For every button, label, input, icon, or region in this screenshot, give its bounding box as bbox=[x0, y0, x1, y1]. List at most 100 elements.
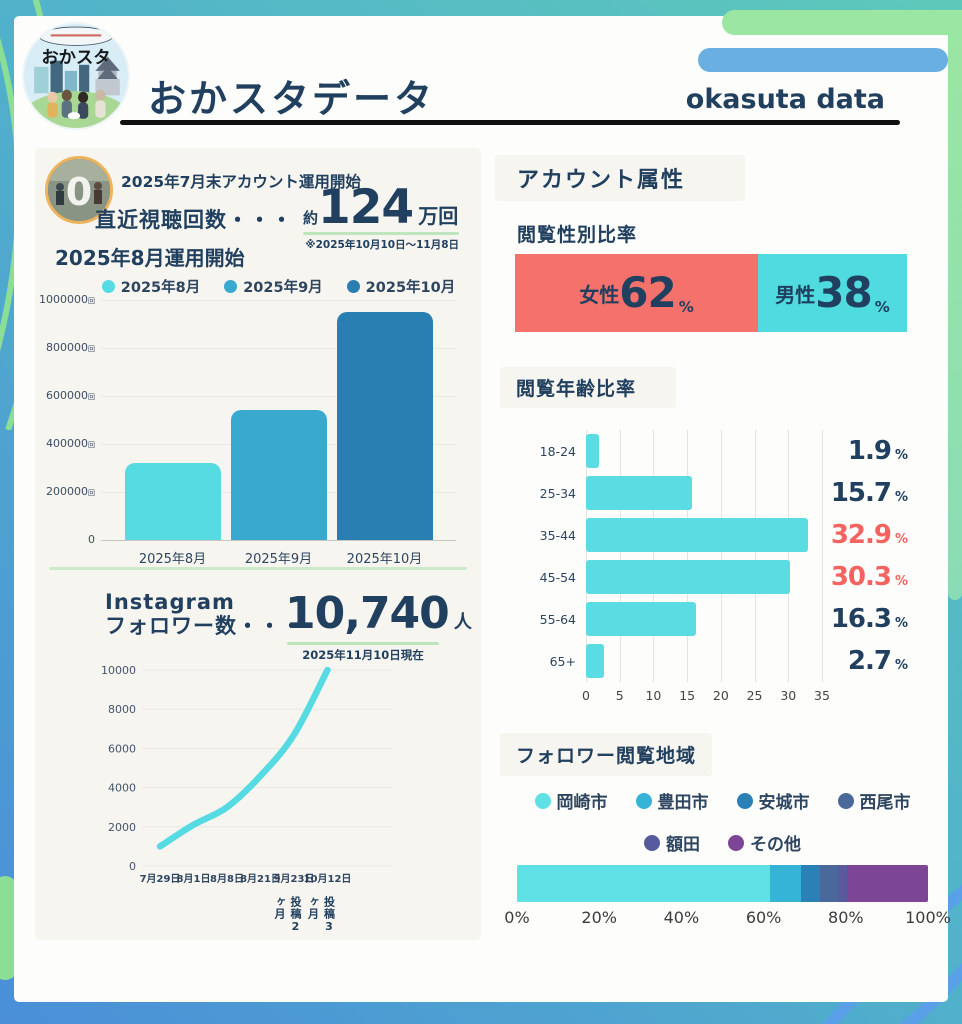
age-gridline bbox=[586, 430, 587, 682]
followers-underline bbox=[287, 642, 439, 645]
age-category-label: 18-24 bbox=[539, 443, 576, 459]
region-legend-row-1: 額田 その他 bbox=[517, 830, 928, 855]
age-pct-value: 32.9 bbox=[830, 520, 892, 550]
views-ytick-suffix: 回 bbox=[88, 489, 95, 497]
region-legend-item: 額田 bbox=[644, 830, 700, 855]
legend-label: 2025年9月 bbox=[243, 280, 323, 296]
followers-ytick: 4000 bbox=[108, 782, 136, 795]
title-underline bbox=[120, 120, 900, 125]
views-x-axis: 2025年8月 2025年9月 2025年10月 bbox=[101, 548, 456, 567]
left-panel: 0 2025年7月末アカウント運用開始 直近視聴回数・・・ 約124 万回 ※2… bbox=[35, 148, 481, 940]
views-ytick-suffix: 回 bbox=[88, 345, 95, 353]
gender-segment-unit: % bbox=[678, 298, 694, 316]
views-label: 直近視聴回数・・・ bbox=[95, 208, 293, 232]
region-segment-1 bbox=[769, 865, 801, 902]
age-pct-value: 16.3 bbox=[830, 604, 892, 634]
age-bar-0 bbox=[586, 434, 599, 468]
views-xlabel-1: 2025年9月 bbox=[244, 552, 313, 567]
legend-label: 豊田市 bbox=[657, 793, 709, 813]
age-xtick: 5 bbox=[615, 688, 624, 703]
region-legend: 岡崎市 豊田市 安城市 西尾市 額田 その他 bbox=[517, 788, 928, 855]
legend-dot bbox=[837, 792, 854, 809]
followers-xtick: 9月23日 bbox=[274, 873, 315, 885]
followers-value: 10,740 bbox=[285, 588, 450, 639]
age-pct-2: 32.9% bbox=[822, 520, 910, 550]
followers-ytick: 6000 bbox=[108, 742, 136, 755]
views-bar-1 bbox=[230, 410, 327, 540]
legend-dot bbox=[736, 792, 753, 809]
region-xtick: 20% bbox=[581, 908, 617, 927]
follower-annotation-0: 投稿2ヶ月 bbox=[273, 896, 302, 934]
views-ytick: 800000回 bbox=[35, 341, 95, 354]
age-gridline bbox=[619, 430, 621, 682]
age-pct-value: 30.3 bbox=[830, 562, 892, 592]
views-ytick-suffix: 回 bbox=[88, 441, 95, 449]
age-pct-unit: % bbox=[894, 616, 908, 631]
views-ytick: 1000000回 bbox=[35, 293, 95, 306]
views-gridline bbox=[101, 300, 456, 301]
svg-text:0: 0 bbox=[66, 170, 92, 214]
logo-illustration: おかスタ bbox=[22, 22, 130, 130]
age-category-label: 35-44 bbox=[539, 527, 576, 543]
views-xlabel-0: 2025年8月 bbox=[138, 552, 207, 567]
page-subtitle-en: okasuta data bbox=[685, 84, 885, 115]
age-bar-wrap bbox=[586, 518, 822, 552]
followers-note: 2025年11月10日現在 bbox=[302, 648, 424, 662]
region-legend-row-0: 岡崎市 豊田市 安城市 西尾市 bbox=[517, 788, 928, 813]
legend-dot bbox=[534, 792, 551, 809]
instagram-label-line2: フォロワー数・・・ bbox=[105, 614, 303, 639]
account-attributes-title: アカウント属性 bbox=[495, 155, 745, 201]
age-category-label: 65+ bbox=[549, 653, 576, 669]
legend-label: 2025年10月 bbox=[365, 280, 456, 296]
main-card: おかスタ おかスタデータ okasuta data 0 2025年7月末アカウン… bbox=[14, 16, 951, 1002]
accent-strip-green bbox=[948, 10, 962, 600]
views-ytick-value: 800000 bbox=[46, 341, 88, 354]
region-chart: 岡崎市 豊田市 安城市 西尾市 額田 その他 0% 20% 40% 60% 80% 100% bbox=[504, 788, 951, 927]
age-xtick: 15 bbox=[679, 688, 696, 703]
age-pct-unit: % bbox=[894, 658, 908, 673]
region-legend-item: 安城市 bbox=[736, 788, 810, 813]
age-rows: 18-24 1.9% 25-34 15.7% 35-44 32.9% 45-54 30.3% 5… bbox=[500, 430, 910, 682]
region-legend-item: 西尾市 bbox=[837, 788, 911, 813]
gender-segment-1: 男性 38% bbox=[758, 254, 907, 332]
views-ytick-value: 200000 bbox=[46, 485, 88, 498]
logo-text: おかスタ bbox=[41, 48, 110, 68]
views-bars bbox=[101, 312, 456, 540]
account-start-text: 2025年7月末アカウント運用開始 bbox=[121, 173, 361, 191]
views-ytick-value: 0 bbox=[88, 533, 95, 546]
region-segment-0 bbox=[517, 865, 770, 902]
age-gridline bbox=[754, 430, 756, 682]
views-chart: 2025年8月 2025年9月 2025年10月 0 200000回 400000回 60… bbox=[35, 292, 481, 567]
age-bar-wrap bbox=[586, 602, 822, 636]
views-ytick-suffix: 回 bbox=[88, 393, 95, 401]
age-bar-1 bbox=[586, 476, 692, 510]
followers-ytick: 10000 bbox=[101, 664, 136, 677]
views-note: ※2025年10月10日〜11月8日 bbox=[305, 239, 459, 251]
followers-ytick: 2000 bbox=[108, 821, 136, 834]
region-xtick: 60% bbox=[745, 908, 782, 927]
legend-label: 額田 bbox=[666, 835, 700, 855]
age-row-5: 65+ 2.7% bbox=[500, 640, 910, 682]
views-gridline bbox=[101, 540, 456, 541]
age-pct-unit: % bbox=[894, 448, 908, 463]
views-chart-title: 2025年8月運用開始 bbox=[55, 246, 245, 270]
accent-pill-blue bbox=[698, 48, 948, 72]
views-bar-0 bbox=[124, 463, 221, 540]
views-legend-item-1: 2025年9月 bbox=[224, 276, 323, 297]
age-gridline bbox=[687, 430, 689, 682]
age-chart-title: 閲覧年齢比率 bbox=[500, 367, 676, 408]
age-gridline bbox=[653, 430, 655, 682]
age-bar-3 bbox=[586, 560, 791, 594]
account-avatar: 0 bbox=[45, 156, 113, 224]
views-ytick-value: 1000000 bbox=[39, 293, 88, 306]
age-gridline bbox=[788, 430, 790, 682]
age-chart: 18-24 1.9% 25-34 15.7% 35-44 32.9% 45-54 30.3% 5… bbox=[500, 430, 910, 708]
age-pct-value: 2.7 bbox=[847, 646, 892, 676]
followers-xtick: 8月1日 bbox=[177, 873, 211, 885]
age-x-axis: 0 5 10 15 20 25 30 35 bbox=[582, 688, 830, 708]
followers-xtick: 10月12日 bbox=[304, 873, 352, 885]
age-bar-wrap bbox=[586, 560, 822, 594]
views-value: 124 bbox=[318, 180, 414, 235]
age-gridline bbox=[720, 430, 722, 682]
